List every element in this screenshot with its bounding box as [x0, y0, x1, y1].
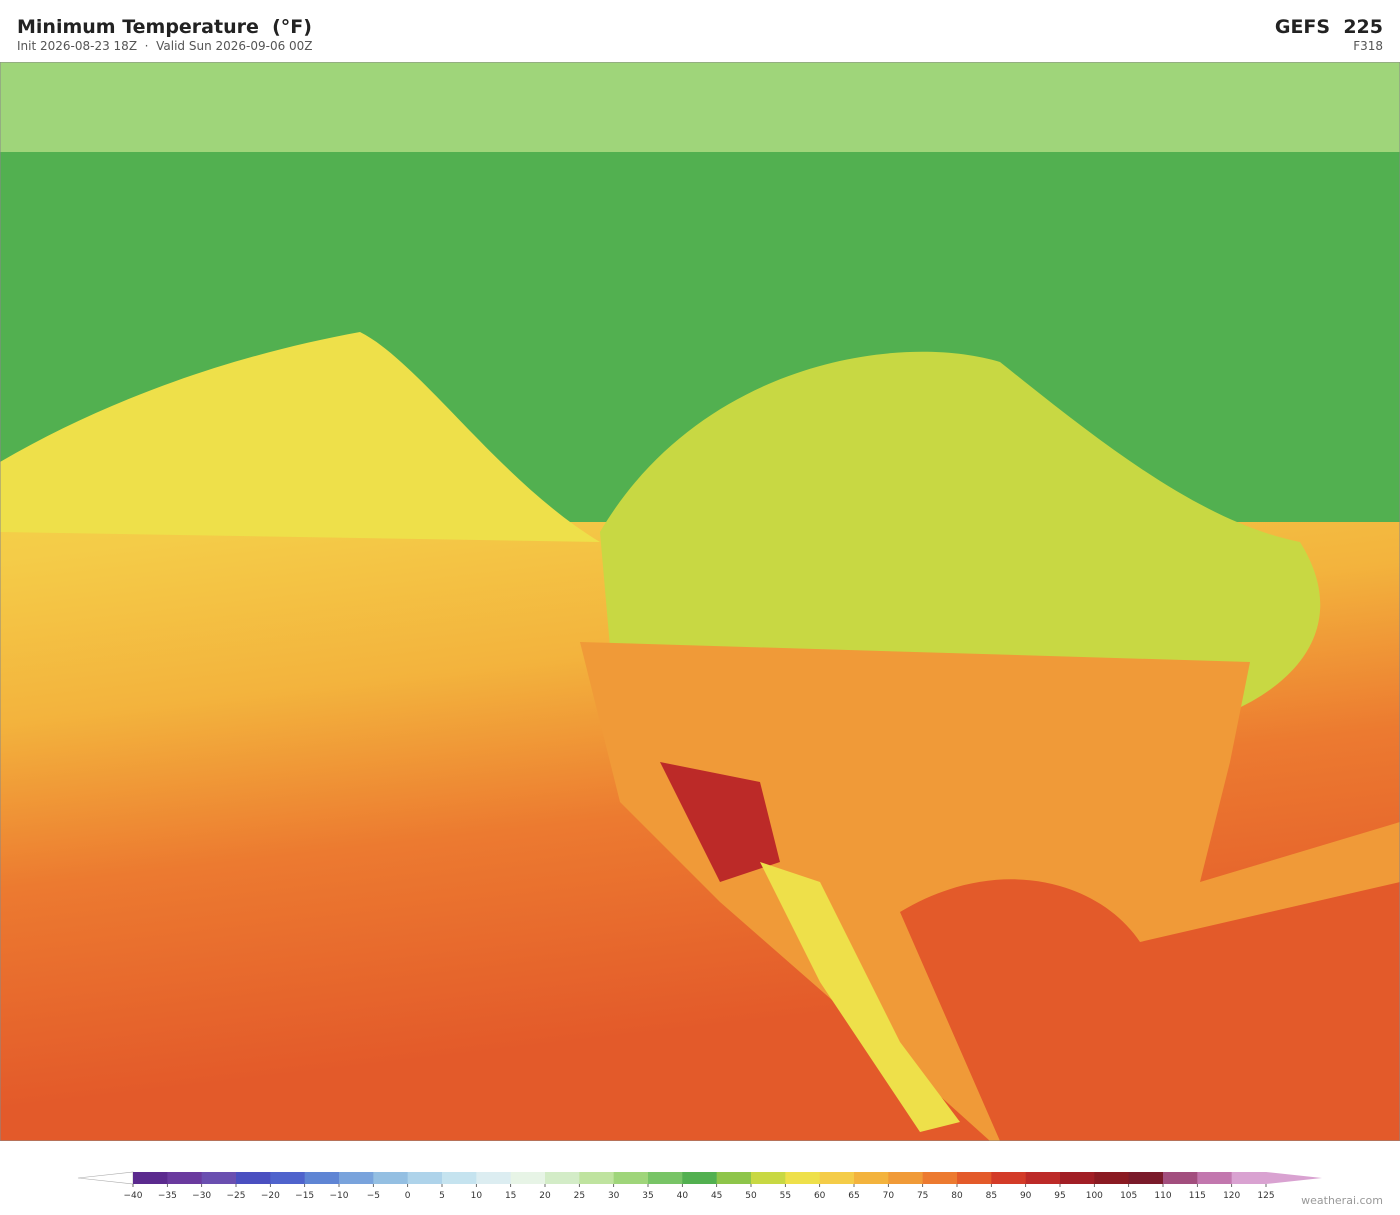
- tick-label: 55: [780, 1191, 791, 1201]
- color-segment: [1094, 1172, 1130, 1184]
- arctic-band: [0, 62, 1400, 152]
- color-segment: [270, 1172, 306, 1184]
- tick-label: 65: [848, 1191, 859, 1201]
- credit: weatherai.com: [1301, 1194, 1383, 1207]
- forecast: F318: [1353, 39, 1383, 53]
- color-segment: [510, 1172, 546, 1184]
- title: Minimum Temperature (°F): [17, 16, 312, 38]
- tick-label: −25: [227, 1191, 246, 1201]
- color-segment: [957, 1172, 992, 1184]
- color-segment: [201, 1172, 237, 1184]
- color-segment: [373, 1172, 409, 1184]
- color-segment: [579, 1172, 615, 1184]
- tick-label: 125: [1257, 1191, 1274, 1201]
- color-segment: [236, 1172, 271, 1184]
- tick-label: −15: [295, 1191, 314, 1201]
- under-triangle: [77, 1171, 134, 1185]
- tick-label: −30: [192, 1191, 211, 1201]
- desert-hot: [660, 762, 780, 882]
- tick-label: 60: [814, 1191, 826, 1201]
- tick-label: 5: [439, 1191, 445, 1201]
- color-segment: [648, 1172, 683, 1184]
- color-segment: [819, 1172, 855, 1184]
- tick-label: 20: [539, 1191, 551, 1201]
- color-segment: [476, 1172, 512, 1184]
- color-segment: [442, 1172, 477, 1184]
- color-segment: [339, 1172, 374, 1184]
- color-segment: [716, 1172, 752, 1184]
- color-segment: [888, 1172, 924, 1184]
- tick-label: 50: [745, 1191, 757, 1201]
- tick-label: 95: [1054, 1191, 1065, 1201]
- color-segment: [545, 1172, 580, 1184]
- tick-label: −5: [367, 1191, 380, 1201]
- tick-label: 90: [1020, 1191, 1032, 1201]
- tick-label: 70: [883, 1191, 895, 1201]
- tick-label: 80: [951, 1191, 963, 1201]
- tick-label: 25: [574, 1191, 585, 1201]
- tick-label: 75: [917, 1191, 928, 1201]
- color-segment: [133, 1172, 168, 1184]
- tick-label: 10: [471, 1191, 483, 1201]
- tick-label: 120: [1223, 1191, 1240, 1201]
- color-segment: [407, 1172, 443, 1184]
- subtitle: Init 2026-08-23 18Z · Valid Sun 2026-09-…: [17, 39, 313, 53]
- color-segment: [785, 1172, 821, 1184]
- tick-label: −40: [124, 1191, 143, 1201]
- tick-label: −10: [330, 1191, 349, 1201]
- tick-label: −20: [261, 1191, 280, 1201]
- tick-label: 40: [677, 1191, 689, 1201]
- color-segment: [854, 1172, 889, 1184]
- color-segment: [1231, 1172, 1267, 1184]
- gulf-atlantic: [900, 879, 1400, 1141]
- tick-label: 110: [1154, 1191, 1171, 1201]
- mexico-plateau: [760, 862, 960, 1132]
- color-segment: [682, 1172, 718, 1184]
- color-segment: [304, 1172, 340, 1184]
- color-segment: [167, 1172, 203, 1184]
- tick-label: 100: [1086, 1191, 1103, 1201]
- tick-label: 35: [642, 1191, 653, 1201]
- color-segment: [922, 1172, 958, 1184]
- color-segment: [1128, 1172, 1164, 1184]
- tick-label: 115: [1189, 1191, 1206, 1201]
- model: GEFS 225: [1274, 16, 1383, 38]
- color-segment: [1163, 1172, 1198, 1184]
- colorbar: −40 −35 −30 −25 −20 −15 −10 −5 0 5 10 15 20 25 30 35 40 4…: [77, 1171, 1383, 1207]
- tick-label: 85: [986, 1191, 997, 1201]
- tick-label: 30: [608, 1191, 620, 1201]
- over-triangle: [1266, 1172, 1322, 1184]
- color-segment: [1025, 1172, 1061, 1184]
- color-segment: [1197, 1172, 1233, 1184]
- color-segment: [1060, 1172, 1095, 1184]
- tick-label: 45: [711, 1191, 722, 1201]
- tick-label: −35: [158, 1191, 177, 1201]
- tick-label: 15: [505, 1191, 516, 1201]
- color-segment: [991, 1172, 1027, 1184]
- map: [0, 62, 1400, 1141]
- gulf-alaska: [0, 332, 600, 542]
- color-segment: [613, 1172, 649, 1184]
- color-segment: [751, 1172, 786, 1184]
- tick-label: 0: [405, 1191, 411, 1201]
- tick-label: 105: [1120, 1191, 1137, 1201]
